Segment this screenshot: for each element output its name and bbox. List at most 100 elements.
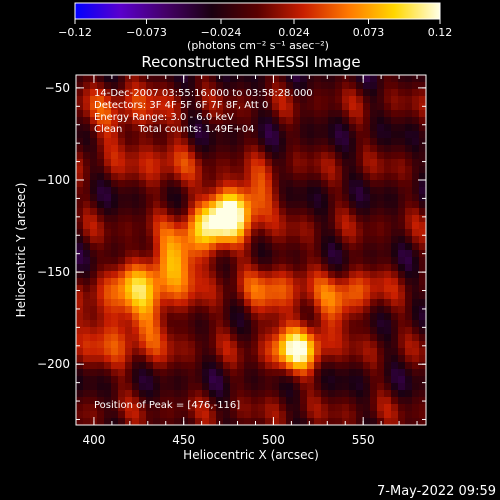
heatmap-cell <box>391 278 399 286</box>
heatmap-cell <box>111 194 119 202</box>
heatmap-cell <box>216 194 224 202</box>
heatmap-cell <box>167 348 175 356</box>
heatmap-cell <box>314 313 322 321</box>
heatmap-cell <box>419 271 426 279</box>
heatmap-cell <box>335 362 343 370</box>
heatmap-cell <box>111 376 119 384</box>
heatmap-cell <box>258 75 266 83</box>
heatmap-cell <box>125 75 133 83</box>
heatmap-cell <box>83 327 91 335</box>
heatmap-cell <box>265 117 273 125</box>
heatmap-cell <box>335 306 343 314</box>
heatmap-cell <box>307 166 315 174</box>
heatmap-cell <box>419 180 426 188</box>
heatmap-cell <box>419 173 426 181</box>
heatmap-cell <box>342 250 350 258</box>
heatmap-cell <box>300 383 308 391</box>
heatmap-cell <box>244 285 252 293</box>
heatmap-cell <box>314 194 322 202</box>
heatmap-cell <box>153 362 161 370</box>
heatmap-cell <box>321 229 329 237</box>
heatmap-cell <box>223 75 231 83</box>
heatmap-cell <box>377 285 385 293</box>
heatmap-cell <box>349 229 357 237</box>
heatmap-cell <box>370 131 378 139</box>
heatmap-cell <box>412 299 420 307</box>
heatmap-cell <box>272 159 280 167</box>
heatmap-cell <box>209 243 217 251</box>
heatmap-cell <box>363 89 371 97</box>
heatmap-cell <box>356 257 364 265</box>
heatmap-cell <box>230 404 238 412</box>
heatmap-cell <box>195 348 203 356</box>
heatmap-cell <box>335 264 343 272</box>
heatmap-cell <box>167 404 175 412</box>
heatmap-cell <box>300 355 308 363</box>
heatmap-cell <box>97 131 105 139</box>
heatmap-cell <box>300 313 308 321</box>
heatmap-cell <box>153 222 161 230</box>
heatmap-cell <box>223 327 231 335</box>
heatmap-cell <box>104 313 112 321</box>
heatmap-cell <box>377 327 385 335</box>
heatmap-cell <box>230 376 238 384</box>
heatmap-cell <box>342 264 350 272</box>
heatmap-cell <box>146 180 154 188</box>
heatmap-cell <box>195 229 203 237</box>
heatmap-cell <box>160 327 168 335</box>
heatmap-cell <box>286 334 294 342</box>
heatmap-cell <box>202 306 210 314</box>
heatmap-cell <box>335 334 343 342</box>
heatmap-cell <box>349 397 357 405</box>
heatmap-cell <box>139 299 147 307</box>
heatmap-cell <box>181 257 189 265</box>
heatmap-cell <box>391 194 399 202</box>
heatmap-cell <box>188 313 196 321</box>
heatmap-cell <box>258 376 266 384</box>
heatmap-cell <box>195 397 203 405</box>
heatmap-cell <box>349 292 357 300</box>
heatmap-cell <box>258 285 266 293</box>
heatmap-cell <box>209 145 217 153</box>
heatmap-cell <box>321 194 329 202</box>
heatmap-cell <box>153 145 161 153</box>
heatmap-cell <box>391 320 399 328</box>
heatmap-cell <box>139 110 147 118</box>
heatmap-cell <box>230 313 238 321</box>
heatmap-cell <box>335 327 343 335</box>
heatmap-cell <box>405 376 413 384</box>
heatmap-cell <box>405 313 413 321</box>
heatmap-cell <box>97 89 105 97</box>
heatmap-cell <box>307 215 315 223</box>
heatmap-cell <box>370 110 378 118</box>
heatmap-cell <box>286 138 294 146</box>
heatmap-cell <box>293 292 301 300</box>
heatmap-cell <box>202 278 210 286</box>
heatmap-cell <box>272 180 280 188</box>
heatmap-cell <box>272 89 280 97</box>
heatmap-cell <box>314 215 322 223</box>
heatmap-cell <box>237 201 245 209</box>
heatmap-cell <box>356 397 364 405</box>
heatmap-cell <box>167 411 175 419</box>
heatmap-cell <box>335 110 343 118</box>
heatmap-cell <box>342 166 350 174</box>
heatmap-cell <box>328 264 336 272</box>
heatmap-cell <box>251 215 259 223</box>
heatmap-cell <box>216 215 224 223</box>
heatmap-cell <box>181 124 189 132</box>
heatmap-cell <box>307 89 315 97</box>
heatmap-cell <box>356 124 364 132</box>
heatmap-cell <box>272 292 280 300</box>
heatmap-cell <box>181 89 189 97</box>
heatmap-cell <box>139 271 147 279</box>
heatmap-cell <box>265 124 273 132</box>
heatmap-cell <box>132 243 140 251</box>
heatmap-cell <box>251 222 259 230</box>
heatmap-cell <box>111 369 119 377</box>
heatmap-cell <box>258 173 266 181</box>
heatmap-cell <box>363 341 371 349</box>
heatmap-cell <box>328 96 336 104</box>
heatmap-cell <box>405 334 413 342</box>
heatmap-cell <box>300 96 308 104</box>
